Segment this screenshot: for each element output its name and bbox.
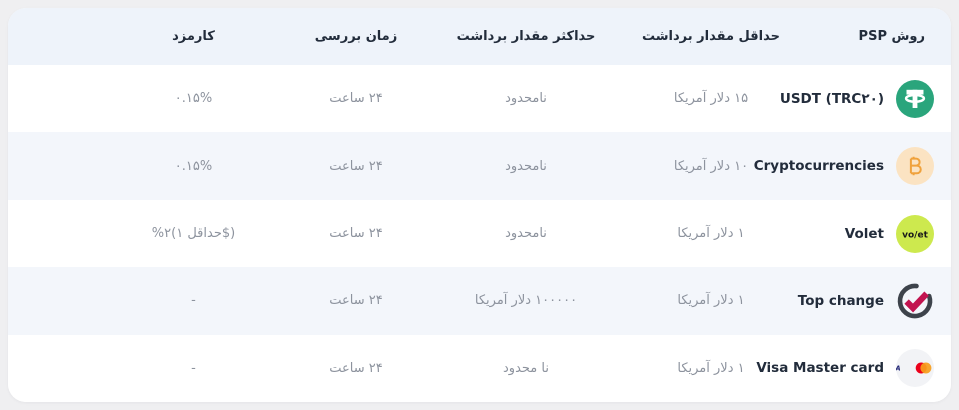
table-row: Cryptocurrencies ۱۰ دلار آمریکا نامحدود …: [8, 132, 951, 200]
table-row: vo/et Volet ۱ دلار آمریکا نامحدود ۲۴ ساع…: [8, 199, 951, 268]
psp-method-label: Volet: [844, 225, 884, 242]
review-time-value: ۲۴ ساعت: [329, 360, 383, 376]
fee-value: ۰.۱۵%: [174, 158, 213, 174]
fee-value: -: [191, 293, 196, 309]
psp-method-label: Top change: [797, 292, 884, 309]
volet-icon: vo/et: [896, 214, 934, 253]
min-withdrawal-value: ۱ دلار آمریکا: [677, 226, 745, 242]
header-psp-method: روش PSP: [858, 29, 925, 44]
max-withdrawal-value: نامحدود: [505, 226, 547, 242]
review-time-value: ۲۴ ساعت: [329, 293, 383, 309]
psp-method-label: USDT (TRC۲۰): [779, 90, 884, 107]
psp-method-cell: vo/et Volet: [791, 214, 951, 253]
max-withdrawal-value: نامحدود: [505, 158, 547, 174]
fee-value: %۲(حداقل ۱$): [151, 226, 236, 242]
table-header-row: روش PSP حداقل مقدار برداشت حداکثر مقدار …: [8, 8, 951, 65]
table-row: USDT (TRC۲۰) ۱۵ دلار آمریکا نامحدود ۲۴ س…: [8, 65, 951, 133]
fee-value: -: [191, 360, 196, 376]
bitcoin-icon: [896, 147, 934, 186]
svg-text:vo/et: vo/et: [902, 230, 928, 240]
svg-text:VISA: VISA: [896, 365, 901, 373]
header-max-withdrawal: حداکثر مقدار برداشت: [456, 29, 596, 44]
min-withdrawal-value: ۱۰ دلار آمریکا: [673, 158, 749, 174]
visa-mastercard-icon: VISA: [896, 349, 934, 388]
max-withdrawal-value: ۱۰۰۰۰۰ دلار آمریکا: [474, 293, 578, 309]
review-time-value: ۲۴ ساعت: [329, 91, 383, 107]
max-withdrawal-value: نامحدود: [505, 91, 547, 107]
psp-method-cell: VISA Visa Master card: [756, 349, 951, 388]
psp-method-label: Cryptocurrencies: [753, 158, 884, 175]
max-withdrawal-value: نا محدود: [503, 360, 549, 376]
fee-value: ۰.۱۵%: [174, 91, 213, 107]
topchange-icon: [896, 282, 934, 320]
psp-method-cell: USDT (TRC۲۰): [780, 79, 951, 118]
table-row: Top change ۱ دلار آمریکا ۱۰۰۰۰۰ دلار آمر…: [8, 267, 951, 335]
psp-method-cell: Cryptocurrencies: [754, 147, 951, 186]
tether-icon: [896, 79, 934, 118]
psp-table-card: روش PSP حداقل مقدار برداشت حداکثر مقدار …: [8, 8, 951, 402]
min-withdrawal-value: ۱ دلار آمریکا: [677, 360, 745, 376]
header-fee: کارمزد: [172, 29, 215, 44]
min-withdrawal-value: ۱ دلار آمریکا: [677, 293, 745, 309]
min-withdrawal-value: ۱۵ دلار آمریکا: [673, 91, 749, 107]
header-review-time: زمان بررسی: [314, 29, 398, 44]
psp-method-label: Visa Master card: [756, 360, 884, 377]
psp-method-cell: Top change: [791, 282, 951, 320]
table-row: VISA Visa Master card ۱ دلار آمریکا نا م…: [8, 334, 951, 402]
table-body: USDT (TRC۲۰) ۱۵ دلار آمریکا نامحدود ۲۴ س…: [8, 65, 951, 402]
header-min-withdrawal: حداقل مقدار برداشت: [642, 29, 780, 44]
review-time-value: ۲۴ ساعت: [329, 158, 383, 174]
review-time-value: ۲۴ ساعت: [329, 226, 383, 242]
